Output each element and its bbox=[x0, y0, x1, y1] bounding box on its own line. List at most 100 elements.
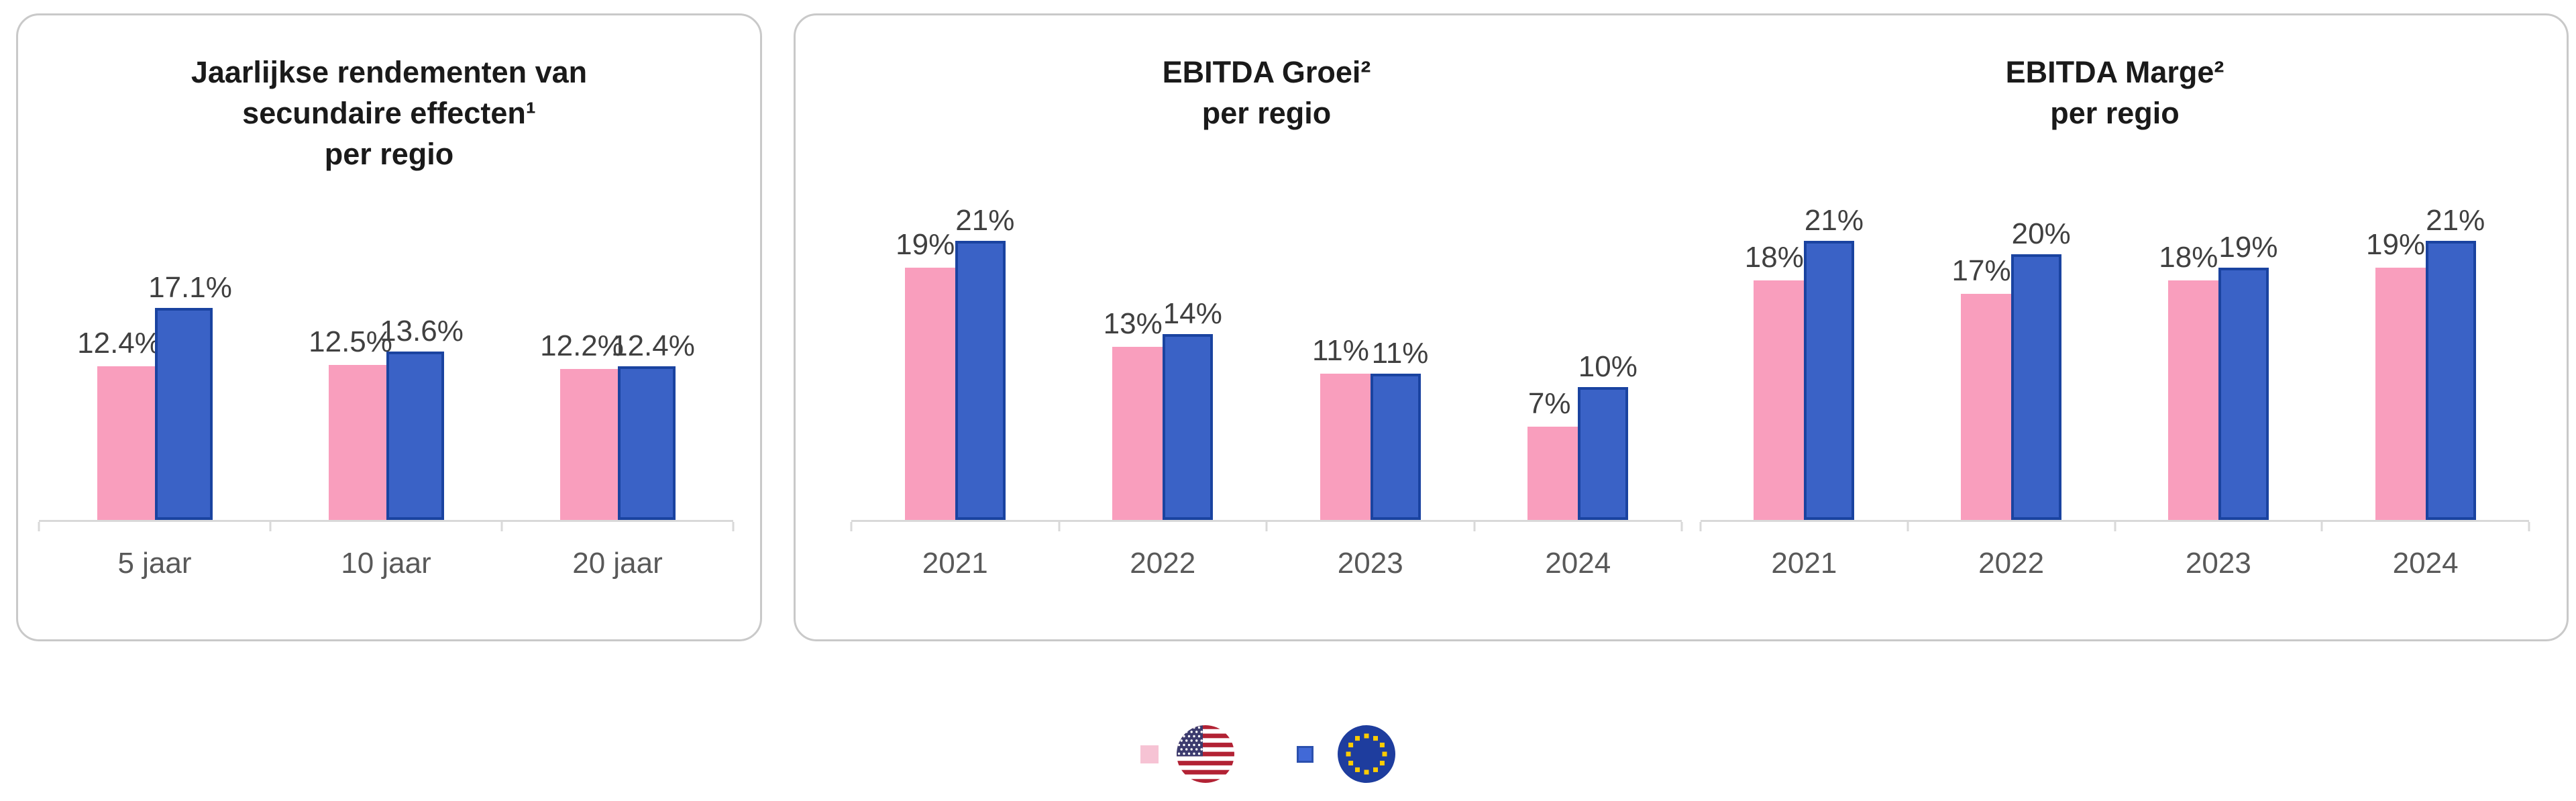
bar-us-10-jaar: 12.5% bbox=[309, 327, 392, 520]
category-label-2024: 2024 bbox=[2392, 547, 2459, 580]
category-group-2023: 18% 19% bbox=[2115, 232, 2322, 520]
axis-tick bbox=[1265, 522, 1268, 531]
bar-eu-2023: 19% bbox=[2218, 232, 2277, 520]
data-label-eu-2021: 21% bbox=[955, 204, 1015, 237]
eu-flag-field bbox=[1338, 725, 1395, 783]
title-line: EBITDA Groei² bbox=[1162, 55, 1371, 89]
axis-tick bbox=[1058, 522, 1060, 531]
axis-tick bbox=[1680, 522, 1683, 531]
data-label-eu-20-jaar: 12.4% bbox=[611, 329, 695, 362]
category-label-2021: 2021 bbox=[922, 547, 988, 580]
category-group-20-jaar: 12.2% 12.4% bbox=[502, 308, 733, 520]
bar-eu-2023: 11% bbox=[1370, 339, 1428, 520]
bar-us-2021: 19% bbox=[896, 229, 955, 520]
plot-area: 19% 21% 13% 14% 11% 11% 7% 10% bbox=[851, 206, 1682, 520]
category-group-2024: 7% 10% bbox=[1474, 241, 1682, 520]
x-axis-labels: 2021 2022 2023 2024 bbox=[851, 547, 1682, 580]
x-axis bbox=[38, 520, 735, 531]
data-label-us-10-jaar: 12.5% bbox=[309, 325, 392, 359]
bar-chart-ebitda-groei: 19% 21% 13% 14% 11% 11% 7% 10% 2021 2022 2023 2024 bbox=[850, 206, 1683, 580]
bar-chart-secondary-returns: 12.4% 17.1% 12.5% 13.6% 12.2% 12.4% 5 jaar 10 … bbox=[38, 273, 735, 580]
category-label-20-jaar: 20 jaar bbox=[572, 547, 663, 580]
axis-tick bbox=[2320, 522, 2323, 531]
category-group-5-jaar: 12.4% 17.1% bbox=[39, 273, 270, 520]
chart-title-ebitda-groei: EBITDA Groei² per regio bbox=[851, 52, 1682, 134]
data-label-us-2021: 18% bbox=[1744, 241, 1804, 274]
x-axis-labels: 2021 2022 2023 2024 bbox=[1701, 547, 2529, 580]
us-series-swatch bbox=[1140, 745, 1159, 763]
x-axis bbox=[1699, 520, 2530, 531]
category-label-2022: 2022 bbox=[1978, 547, 2045, 580]
data-label-us-2021: 19% bbox=[896, 227, 955, 261]
us-flag-icon bbox=[1177, 725, 1234, 783]
data-label-eu-2022: 14% bbox=[1163, 297, 1222, 330]
data-label-us-2024: 19% bbox=[2366, 227, 2426, 261]
data-label-eu-2024: 21% bbox=[2426, 204, 2485, 237]
axis-tick bbox=[269, 522, 272, 531]
data-label-us-5-jaar: 12.4% bbox=[77, 326, 161, 360]
bar-eu-2024: 21% bbox=[2425, 206, 2485, 520]
bar-eu-2021: 21% bbox=[955, 206, 1014, 520]
data-label-us-2023: 18% bbox=[2159, 241, 2218, 274]
chart-section-ebitda-groei: EBITDA Groei² per regio 19% 21% 13% 14% 11% 1… bbox=[850, 15, 1683, 639]
title-line: per regio bbox=[324, 137, 454, 171]
bar-us-2024: 19% bbox=[2366, 229, 2426, 520]
bar-us-2022: 17% bbox=[1952, 256, 2012, 520]
plot-area: 12.4% 17.1% 12.5% 13.6% 12.2% 12.4% bbox=[39, 273, 733, 520]
data-label-eu-5-jaar: 17.1% bbox=[148, 271, 232, 304]
bar-eu-20-jaar: 12.4% bbox=[611, 331, 695, 520]
panel-ebitda: EBITDA Groei² per regio 19% 21% 13% 14% 11% 1… bbox=[794, 13, 2569, 641]
axis-tick bbox=[732, 522, 735, 531]
bar-eu-2021: 21% bbox=[1804, 206, 1864, 520]
panel-secondary-returns: Jaarlijkse rendementen van secundaire ef… bbox=[16, 13, 762, 641]
bar-us-2021: 18% bbox=[1745, 243, 1805, 520]
legend-item-us bbox=[1140, 725, 1235, 784]
bar-us-2023: 11% bbox=[1312, 336, 1371, 520]
data-label-us-2023: 11% bbox=[1312, 334, 1369, 368]
chart-title-ebitda-marge: EBITDA Marge² per regio bbox=[1701, 52, 2529, 134]
axis-tick bbox=[2114, 522, 2116, 531]
chart-section-ebitda-marge: EBITDA Marge² per regio 18% 21% 17% 20% 18% 1… bbox=[1699, 15, 2530, 639]
bar-eu-10-jaar: 13.6% bbox=[380, 316, 464, 520]
data-label-eu-2023: 11% bbox=[1371, 337, 1429, 370]
plot-area: 18% 21% 17% 20% 18% 19% 19% 21% bbox=[1701, 206, 2529, 520]
legend-item-eu bbox=[1297, 725, 1396, 784]
bar-us-2023: 18% bbox=[2159, 243, 2218, 520]
category-group-2021: 18% 21% bbox=[1701, 206, 1908, 520]
title-line: per regio bbox=[2050, 96, 2180, 130]
bar-us-20-jaar: 12.2% bbox=[540, 331, 624, 520]
us-flag-canton bbox=[1177, 725, 1203, 757]
axis-tick bbox=[2528, 522, 2530, 531]
data-label-us-2022: 13% bbox=[1103, 307, 1163, 341]
title-line: Jaarlijkse rendementen van bbox=[191, 55, 588, 89]
title-line: per regio bbox=[1201, 96, 1332, 130]
category-label-2023: 2023 bbox=[1337, 547, 1403, 580]
data-label-us-20-jaar: 12.2% bbox=[540, 329, 624, 362]
data-label-us-2022: 17% bbox=[1951, 254, 2011, 288]
data-label-eu-2023: 19% bbox=[2218, 230, 2278, 264]
category-group-2024: 19% 21% bbox=[2322, 206, 2529, 520]
axis-tick bbox=[1473, 522, 1475, 531]
bar-eu-2022: 14% bbox=[1163, 299, 1222, 520]
title-line: secundaire effecten¹ bbox=[242, 96, 536, 130]
axis-tick bbox=[1907, 522, 1909, 531]
data-label-eu-2024: 10% bbox=[1578, 350, 1638, 383]
category-group-2023: 11% 11% bbox=[1267, 241, 1474, 520]
category-group-2022: 13% 14% bbox=[1059, 241, 1267, 520]
title-line: EBITDA Marge² bbox=[2005, 55, 2224, 89]
axis-tick bbox=[38, 522, 40, 531]
data-label-us-2024: 7% bbox=[1527, 387, 1571, 421]
bar-eu-2024: 10% bbox=[1578, 352, 1638, 520]
category-label-2024: 2024 bbox=[1545, 547, 1611, 580]
axis-tick bbox=[850, 522, 853, 531]
x-axis bbox=[850, 520, 1683, 531]
bar-us-2024: 7% bbox=[1527, 389, 1578, 520]
bar-chart-ebitda-marge: 18% 21% 17% 20% 18% 19% 19% 21% 2021 2022 2023 202… bbox=[1699, 206, 2530, 580]
axis-tick bbox=[500, 522, 503, 531]
eu-flag-stars bbox=[1346, 733, 1387, 775]
x-axis-labels: 5 jaar 10 jaar 20 jaar bbox=[39, 547, 733, 580]
eu-series-swatch bbox=[1297, 745, 1313, 763]
bar-us-2022: 13% bbox=[1104, 309, 1163, 520]
legend bbox=[1140, 725, 1396, 784]
